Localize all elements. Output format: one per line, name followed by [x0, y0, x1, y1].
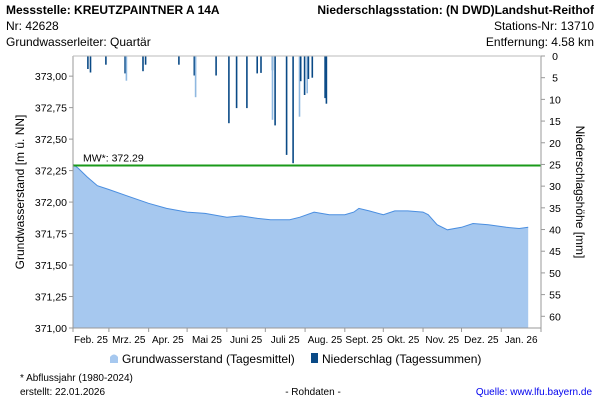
y2-tick-label: 25: [549, 159, 561, 171]
groundwater-line: [72, 163, 529, 231]
precip-bar: [325, 56, 328, 104]
created-date: erstellt: 22.01.2026: [20, 387, 105, 398]
legend-groundwater-swatch: [110, 354, 118, 363]
precip-station-number: Stations-Nr: 13710: [494, 19, 594, 33]
y-tick-label: 373,00: [35, 71, 67, 83]
precip-bar: [228, 56, 230, 124]
precip-bar: [311, 56, 314, 78]
x-tick-label: Jan. 26: [505, 335, 538, 346]
y-tick-label: 372,25: [35, 166, 67, 178]
y2-tick-label: 15: [549, 116, 561, 128]
mean-water-level-label: MW*: 372.29: [83, 153, 144, 165]
x-tick-label: Mai 25: [192, 335, 222, 346]
station-number: Nr: 42628: [6, 19, 59, 33]
precip-bar: [142, 56, 144, 72]
precip-bar: [274, 56, 276, 126]
precip-bar: [246, 56, 248, 109]
precip-bar: [124, 56, 126, 74]
y-tick-label: 372,00: [35, 197, 67, 209]
x-tick-label: Nov. 25: [425, 335, 459, 346]
x-tick-label: Feb. 25: [74, 335, 108, 346]
y-tick-label: 371,50: [35, 260, 67, 272]
precip-bar: [215, 56, 217, 76]
precip-bar: [235, 56, 238, 109]
distance-label: Entfernung: 4.58 km: [486, 35, 594, 49]
y2-tick-label: 45: [549, 246, 561, 258]
legend: Grundwasserstand (Tagesmittel) Niedersch…: [110, 352, 481, 366]
y2-tick-label: 30: [549, 181, 561, 193]
precip-bar: [285, 56, 288, 155]
precip-bar: [298, 56, 301, 117]
plot-area: MW*: 372.29 371,00 371,25 371,50 371,75 372,0…: [35, 51, 561, 346]
y2-tick-label: 5: [552, 73, 558, 85]
x-tick-label: Juni 25: [230, 335, 263, 346]
x-tick-label: Sept. 25: [345, 335, 383, 346]
y-tick-label: 371,75: [35, 229, 67, 241]
y2-tick-label: 20: [549, 138, 561, 150]
precip-bar: [194, 56, 197, 98]
legend-precip-swatch: [311, 353, 318, 363]
legend-groundwater-label: Grundwasserstand (Tagesmittel): [122, 352, 295, 366]
y2-tick-label: 40: [549, 225, 561, 237]
groundwater-area: [73, 164, 529, 328]
y2-tick-label: 35: [549, 203, 561, 215]
precip-bar: [178, 56, 180, 65]
precip-bar: [324, 56, 326, 99]
aquifer-label: Grundwasserleiter: Quartär: [6, 35, 151, 49]
x-tick-label: Aug. 25: [308, 335, 343, 346]
precip-bar: [306, 56, 308, 94]
precip-bar: [271, 56, 274, 120]
x-tick-label: Mrz. 25: [112, 335, 146, 346]
x-tick-label: Apr. 25: [152, 335, 184, 346]
legend-precip-label: Niederschlag (Tagessummen): [322, 352, 481, 366]
y2-axis-label: Niederschlagshöhe [mm]: [573, 126, 587, 259]
precip-bar: [125, 56, 128, 81]
station-title: Messstelle: KREUTZPAINTNER A 14A: [6, 3, 220, 17]
y-tick-label: 372,75: [35, 103, 67, 115]
y2-tick-label: 10: [549, 94, 561, 106]
y2-tick-label: 50: [549, 268, 561, 280]
y-axis-label: Grundwasserstand [m ü. NN]: [13, 115, 27, 270]
y2-tick-label: 55: [549, 290, 561, 302]
x-tick-label: Okt. 25: [387, 335, 420, 346]
x-tick-label: Dez. 25: [464, 335, 499, 346]
precip-bar: [260, 56, 262, 73]
y-tick-label: 371,00: [35, 323, 67, 335]
footnote: * Abflussjahr (1980-2024): [20, 373, 133, 384]
precip-bar: [299, 56, 302, 82]
source-link[interactable]: Quelle: www.lfu.bayern.de: [476, 387, 593, 398]
x-tick-label: Juli 25: [271, 335, 300, 346]
precip-station-title: Niederschlagsstation: (N DWD)Landshut-Re…: [317, 3, 595, 17]
precip-bar: [292, 56, 294, 164]
y-tick-label: 371,25: [35, 292, 67, 304]
precip-bar: [193, 56, 196, 76]
y2-tick-label: 60: [549, 311, 561, 323]
precip-bar: [303, 56, 306, 95]
precip-bar: [87, 56, 89, 69]
precip-bar: [89, 56, 92, 73]
y2-tick-label: 0: [552, 51, 558, 63]
y-tick-label: 372,50: [35, 134, 67, 146]
precip-bar: [105, 56, 107, 65]
precip-bar: [144, 56, 147, 65]
raw-data-label: - Rohdaten -: [285, 387, 341, 398]
precip-bar: [256, 56, 258, 74]
precip-bar: [307, 56, 310, 79]
